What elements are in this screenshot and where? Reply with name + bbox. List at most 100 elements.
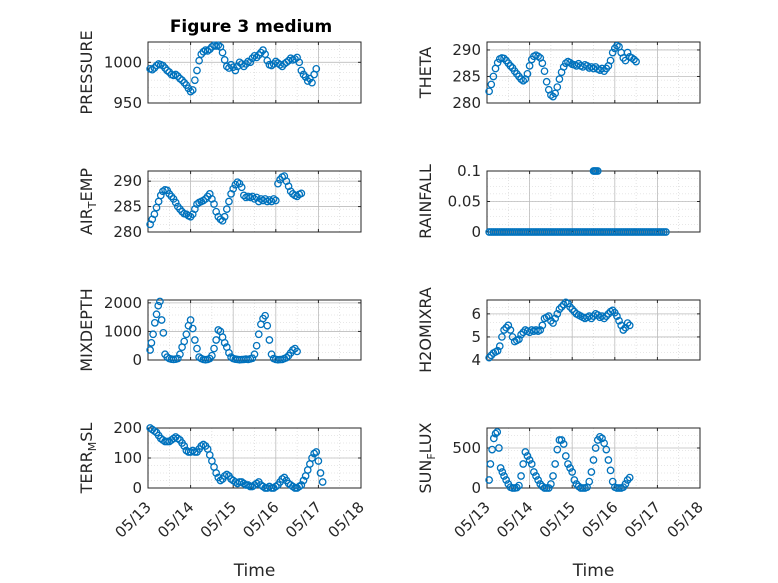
- data-point: [225, 349, 233, 357]
- data-point: [193, 66, 201, 75]
- data-point: [625, 473, 634, 482]
- axes-box: [147, 41, 362, 104]
- data-point: [312, 64, 321, 73]
- data-point: [662, 228, 670, 236]
- data-point: [559, 440, 568, 448]
- x-tick-label: 05/13: [112, 498, 155, 541]
- data-point: [572, 480, 581, 488]
- data-point: [506, 326, 515, 334]
- data-point: [271, 196, 280, 205]
- data-point: [485, 353, 493, 362]
- data-point: [186, 87, 195, 96]
- data-point: [534, 476, 542, 484]
- data-point: [555, 305, 564, 314]
- data-point: [621, 56, 630, 65]
- data-point: [193, 344, 201, 353]
- data-point: [495, 444, 503, 452]
- y-axis-label: PRESSURE: [77, 30, 96, 114]
- data-point: [308, 78, 316, 87]
- subplot: 0 0.05 0.1 RAINFALL: [416, 162, 701, 241]
- data-point: [532, 472, 540, 480]
- x-axis-label: Time: [233, 561, 276, 581]
- data-point: [625, 321, 634, 330]
- y-axis-label: MIXDEPTH: [77, 288, 96, 371]
- data-point: [504, 321, 513, 330]
- data-point: [214, 41, 223, 50]
- data-point: [171, 198, 180, 207]
- y-tick-label: 0.05: [448, 193, 481, 211]
- data-point: [498, 333, 506, 341]
- axes-box: [486, 41, 701, 104]
- data-point: [608, 48, 617, 57]
- data-point: [589, 456, 598, 464]
- data-point: [220, 339, 229, 347]
- data-point: [547, 480, 555, 488]
- data-point: [159, 329, 168, 337]
- data-point: [237, 183, 246, 192]
- data-point: [598, 312, 606, 321]
- y-tick-label: 0: [471, 223, 481, 241]
- data-point: [568, 468, 577, 476]
- y-axis-label: THETA: [416, 47, 435, 99]
- data-point: [506, 62, 515, 70]
- data-point: [517, 472, 525, 480]
- y-tick-label: 285: [113, 198, 142, 216]
- data-point: [515, 335, 523, 344]
- data-point: [176, 74, 184, 83]
- data-point: [150, 210, 159, 219]
- data-point: [496, 464, 505, 472]
- data-point: [530, 468, 538, 476]
- data-point: [632, 57, 640, 66]
- data-point: [293, 347, 301, 356]
- y-tick-label: 0: [471, 479, 481, 497]
- data-point: [180, 337, 189, 346]
- data-point: [502, 323, 511, 332]
- data-point: [486, 460, 495, 468]
- data-point: [267, 61, 276, 70]
- y-tick-label: 285: [452, 67, 481, 85]
- x-tick-label: 05/18: [664, 498, 707, 541]
- y-axis-label: AIRTEMP: [77, 168, 99, 235]
- y-tick-label: 500: [452, 439, 481, 457]
- data-point: [627, 54, 636, 62]
- data-point: [297, 189, 306, 198]
- data-point: [318, 478, 327, 486]
- data-point: [606, 56, 615, 65]
- data-point: [199, 47, 208, 56]
- subplot: 4 5 6 H2OMIXRA: [416, 287, 701, 373]
- data-point: [500, 472, 508, 480]
- data-point: [314, 457, 323, 465]
- data-point: [150, 319, 159, 327]
- subplot: 0 100 200 05/13 05/14 05/15 05/16 05/17 05/18 TER…: [77, 419, 368, 581]
- data-point: [489, 434, 498, 443]
- x-tick-label: 05/15: [197, 498, 240, 541]
- data-point: [182, 330, 191, 339]
- data-point: [538, 59, 547, 68]
- data-point: [587, 468, 596, 476]
- data-point: [195, 56, 203, 65]
- data-point: [218, 48, 227, 57]
- x-tick-label: 05/15: [536, 498, 579, 541]
- y-tick-label: 950: [113, 94, 142, 112]
- axes-box: [147, 170, 362, 233]
- data-point: [210, 200, 218, 208]
- data-point: [210, 344, 218, 353]
- data-point: [502, 476, 511, 484]
- data-point: [191, 76, 199, 85]
- data-point: [218, 216, 227, 225]
- data-point: [566, 464, 574, 472]
- data-point: [630, 55, 638, 64]
- data-point: [163, 66, 172, 75]
- x-tick-label: 05/14: [154, 498, 197, 541]
- data-point: [540, 67, 549, 76]
- data-point: [261, 50, 269, 59]
- y-tick-label: 0: [132, 351, 142, 369]
- data-point: [600, 314, 609, 323]
- data-point: [156, 297, 164, 306]
- data-point: [536, 480, 545, 488]
- data-point: [602, 445, 611, 454]
- data-point: [602, 312, 611, 321]
- data-point: [188, 324, 197, 333]
- data-point: [149, 330, 157, 339]
- subplot: 280 285 290 THETA: [416, 41, 701, 112]
